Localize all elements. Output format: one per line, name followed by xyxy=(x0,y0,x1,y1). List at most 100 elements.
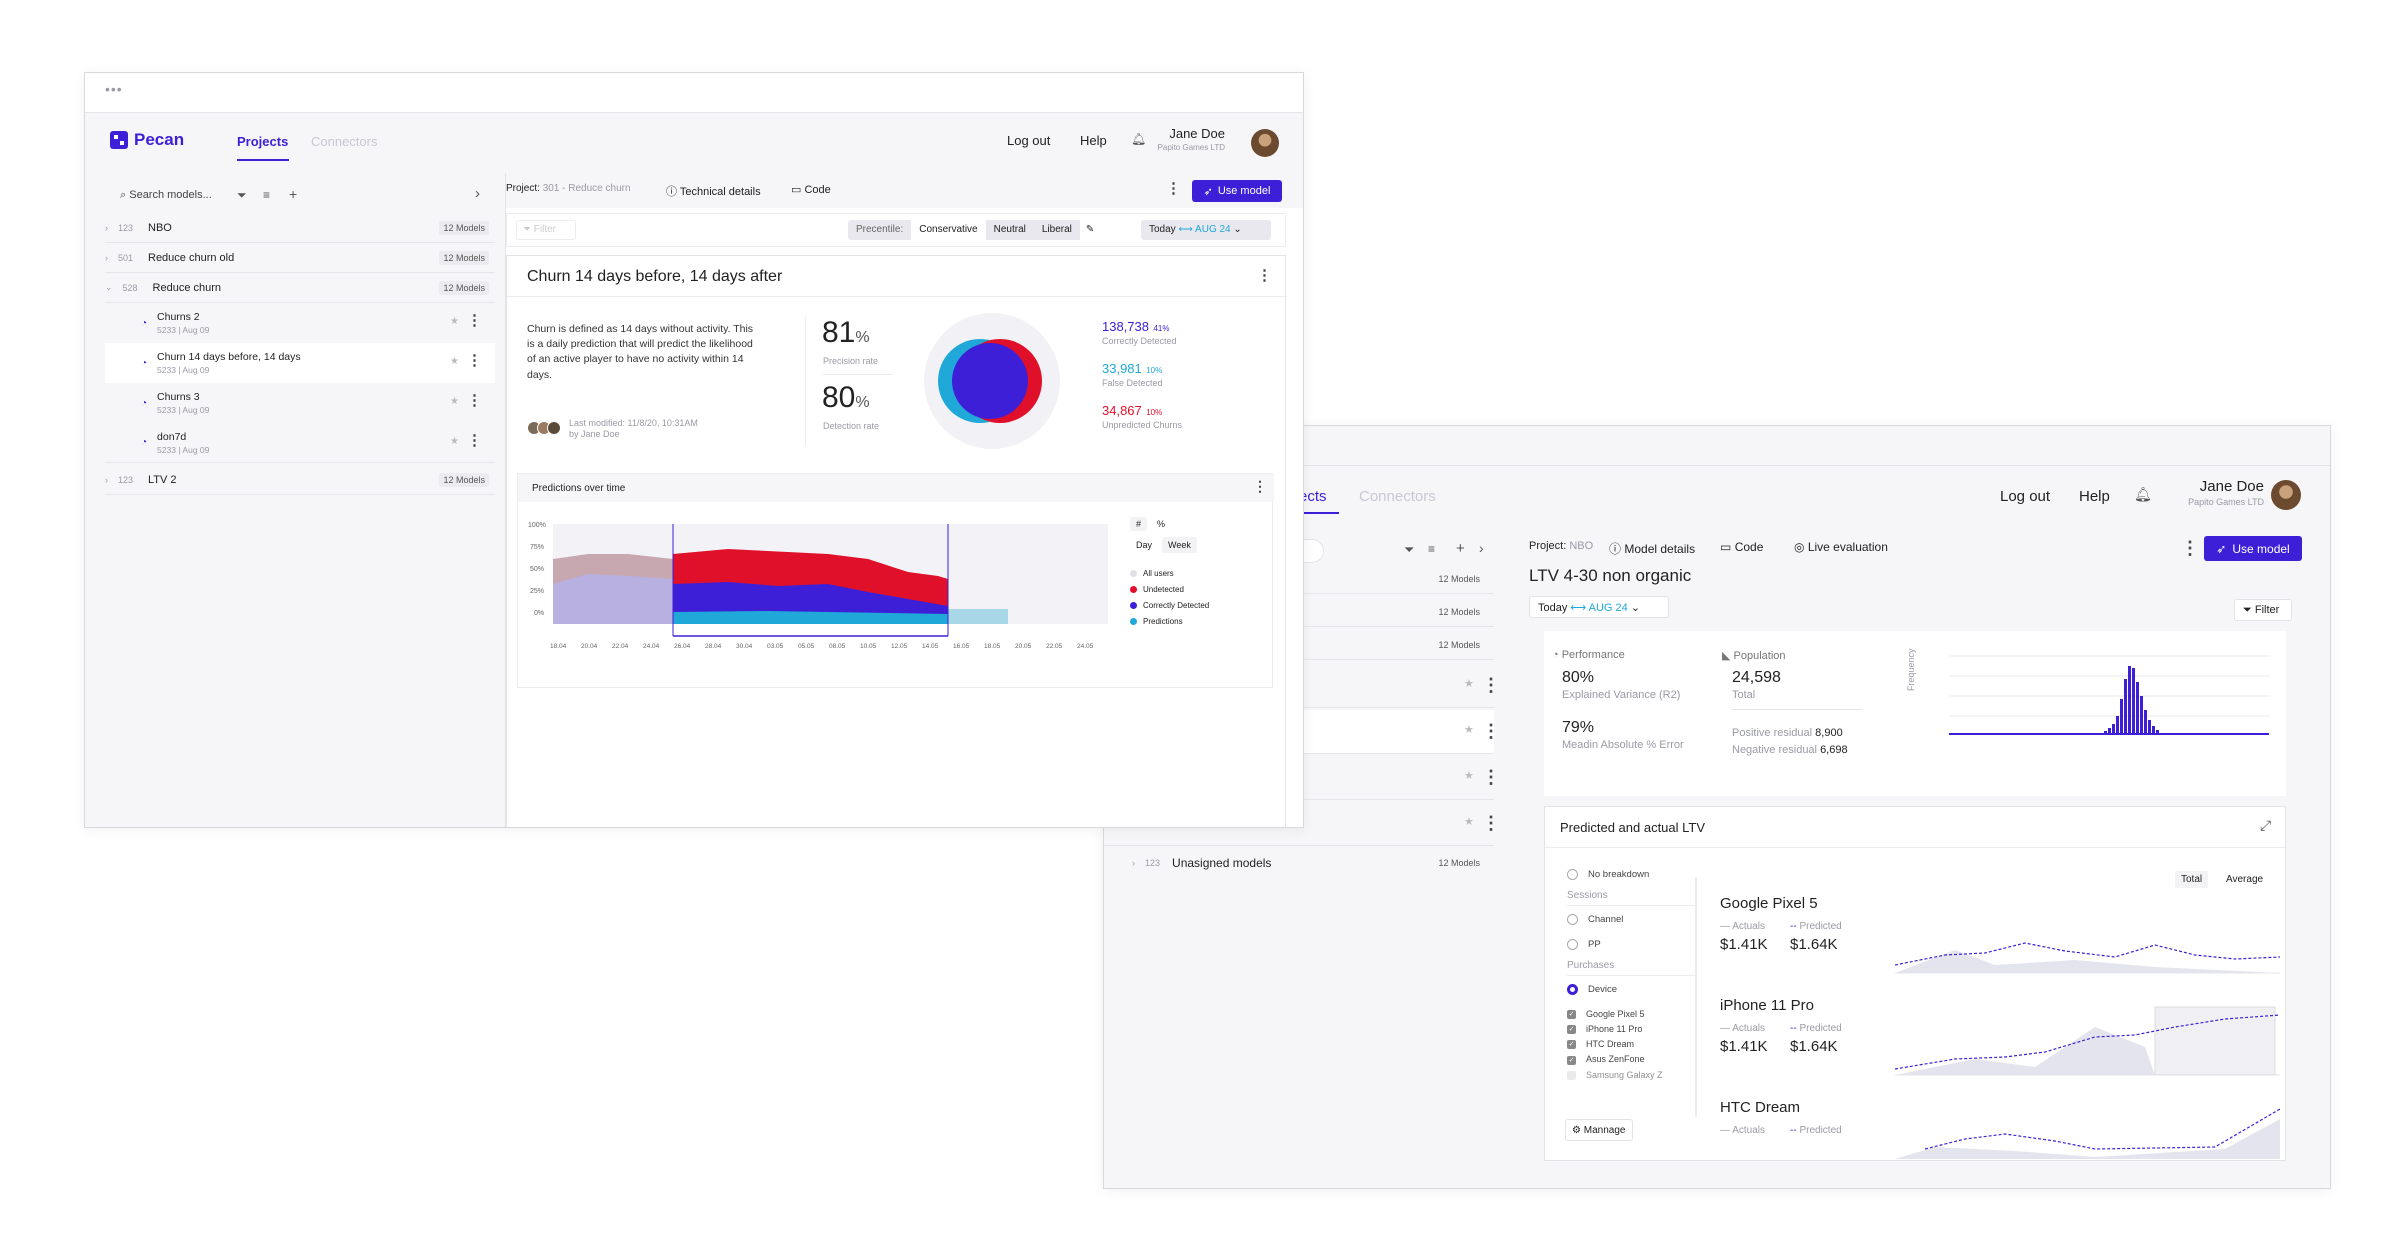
device-item[interactable]: ✓ iPhone 11 Pro xyxy=(1567,1024,1697,1035)
technical-details-tab[interactable]: ⓘ Technical details xyxy=(666,183,761,199)
sidebar-project-item[interactable]: › 123 LTV 2 12 Models xyxy=(105,465,495,495)
more-icon[interactable]: ⋮ xyxy=(467,392,482,409)
chevron-right-icon[interactable]: › xyxy=(1479,540,1484,556)
percentile-neutral[interactable]: Neutral xyxy=(993,224,1026,235)
device-item[interactable]: Samsung Galaxy Z xyxy=(1567,1070,1697,1080)
option-pp[interactable]: PP xyxy=(1567,939,1697,950)
sidebar-model-item-selected[interactable]: ◔ Churn 14 days before, 14 days 5233 | Au… xyxy=(105,343,495,383)
sidebar-project-item[interactable]: ⌄ 528 Reduce churn 12 Models xyxy=(105,273,495,303)
more-icon[interactable]: ⋮ xyxy=(1482,675,1500,695)
avatar[interactable] xyxy=(2271,480,2301,510)
use-model-button[interactable]: ➶ Use model xyxy=(1192,180,1282,202)
sidebar-model-item[interactable]: ◔ Churns 3 5233 | Aug 09 ★ ⋮ xyxy=(105,383,495,423)
date-selector[interactable]: Today ⟷ AUG 24 ⌄ xyxy=(1141,220,1271,240)
expand-icon[interactable]: ⤢ xyxy=(2260,817,2272,833)
star-icon[interactable]: ★ xyxy=(450,436,459,447)
device-item[interactable]: ✓ Google Pixel 5 xyxy=(1567,1009,1697,1020)
nav-connectors[interactable]: Connectors xyxy=(311,134,378,149)
stat-pct: 10% xyxy=(1146,366,1163,375)
filter-button[interactable]: ⏷ Filter xyxy=(2234,599,2292,621)
legend-swatch xyxy=(1130,602,1137,610)
nav-projects[interactable]: Projects xyxy=(237,134,289,149)
brand-name: Pecan xyxy=(134,130,185,149)
use-model-button[interactable]: ➶ Use model xyxy=(2204,536,2302,561)
percentile-label: Precentile: xyxy=(856,224,904,235)
collapse-sidebar-icon[interactable]: › xyxy=(475,185,480,202)
project-name[interactable]: 301 - Reduce churn xyxy=(542,183,631,194)
window-controls-icon[interactable]: ••• xyxy=(105,81,123,97)
sort-icon[interactable]: ≡ xyxy=(263,188,271,202)
model-count: 12 Models xyxy=(1438,858,1480,868)
more-icon[interactable]: ⋮ xyxy=(1166,180,1181,197)
sidebar-item-unassigned[interactable]: › 123 Unasigned models 12 Models xyxy=(1104,848,1494,878)
add-icon[interactable]: + xyxy=(1456,540,1465,557)
star-icon[interactable]: ★ xyxy=(1464,816,1474,828)
brand-logo[interactable]: Pecan xyxy=(110,130,184,150)
option-no-breakdown[interactable]: No breakdown xyxy=(1567,869,1697,880)
sidebar-item[interactable]: ★ ⋮ xyxy=(1104,802,1500,846)
sidebar-project-item[interactable]: › 501 Reduce churn old 12 Models xyxy=(105,243,495,273)
add-icon[interactable]: + xyxy=(289,186,298,202)
filter-input[interactable]: ⏷ Filter xyxy=(516,220,576,240)
code-tab[interactable]: ▭ Code xyxy=(1720,540,1763,554)
more-icon[interactable]: ⋮ xyxy=(467,432,482,449)
chevron-down-icon: ⌄ xyxy=(1630,602,1641,614)
sidebar-model-item[interactable]: ◔ Churns 2 5233 | Aug 09 ★ ⋮ xyxy=(105,303,495,343)
radio-icon xyxy=(1567,939,1578,951)
day-toggle[interactable]: Day xyxy=(1136,540,1153,550)
device-item[interactable]: ✓ Asus ZenFone xyxy=(1567,1054,1697,1065)
sidebar-model-item[interactable]: ◔ don7d 5233 | Aug 09 ★ ⋮ xyxy=(105,423,495,463)
star-icon[interactable]: ★ xyxy=(1464,770,1474,782)
star-icon[interactable]: ★ xyxy=(1464,678,1474,690)
star-icon[interactable]: ★ xyxy=(450,356,459,367)
bell-icon[interactable]: 🔔︎ xyxy=(2134,486,2152,502)
date-selector[interactable]: Today ⟷ AUG 24 ⌄ xyxy=(1529,596,1669,618)
logout-link[interactable]: Log out xyxy=(2000,488,2051,505)
star-icon[interactable]: ★ xyxy=(1464,724,1474,736)
manage-button[interactable]: ⚙ Mannage xyxy=(1565,1119,1633,1141)
explained-value: 80% xyxy=(1562,669,1595,686)
percentile-conservative[interactable]: Conservative xyxy=(911,220,986,240)
sidebar-project-item[interactable]: › 123 NBO 12 Models xyxy=(105,213,495,243)
bell-icon[interactable]: 🔔︎ xyxy=(1131,132,1147,146)
more-icon[interactable]: ⋮ xyxy=(1482,813,1500,833)
help-link[interactable]: Help xyxy=(1080,133,1107,148)
more-icon[interactable]: ⋮ xyxy=(1257,267,1272,284)
chevron-icon: › xyxy=(105,222,108,233)
project-name[interactable]: NBO xyxy=(1569,540,1594,552)
live-evaluation-tab[interactable]: ◎ Live evaluation xyxy=(1794,540,1888,554)
model-details-tab[interactable]: ⓘ Model details xyxy=(1609,540,1695,557)
percent-toggle[interactable]: % xyxy=(1157,519,1166,529)
option-channel[interactable]: Channel xyxy=(1567,914,1697,925)
count-toggle[interactable]: # xyxy=(1130,517,1148,531)
option-device[interactable]: Device xyxy=(1567,984,1697,995)
filter-icon[interactable]: ⏷ xyxy=(237,188,247,202)
more-icon[interactable]: ⋮ xyxy=(467,352,482,369)
average-toggle[interactable]: Average xyxy=(2226,874,2264,885)
star-icon[interactable]: ★ xyxy=(450,316,459,327)
more-icon[interactable]: ⋮ xyxy=(467,312,482,329)
more-icon[interactable]: ⋮ xyxy=(1482,767,1500,787)
precision-rate: 81% xyxy=(822,316,870,350)
edit-icon[interactable]: ✎ xyxy=(1079,220,1101,240)
total-toggle[interactable]: Total xyxy=(2175,871,2209,888)
nav-connectors[interactable]: Connectors xyxy=(1359,488,1436,505)
week-toggle[interactable]: Week xyxy=(1162,537,1197,553)
filter-icon[interactable]: ⏷ xyxy=(1404,542,1415,557)
nav-projects[interactable]: ects xyxy=(1299,488,1327,505)
device-item[interactable]: ✓ HTC Dream xyxy=(1567,1039,1697,1050)
more-icon[interactable]: ⋮ xyxy=(1482,721,1500,741)
avatar[interactable] xyxy=(1251,129,1279,157)
breakdown-scrollbar[interactable] xyxy=(1695,877,1697,1117)
search-input[interactable]: ⌕ Search models... xyxy=(120,189,212,202)
star-icon[interactable]: ★ xyxy=(450,396,459,407)
logout-link[interactable]: Log out xyxy=(1007,133,1051,148)
more-icon[interactable]: ⋮ xyxy=(2181,538,2199,558)
more-icon[interactable]: ⋮ xyxy=(1253,478,1267,494)
sort-icon[interactable]: ≡ xyxy=(1428,542,1436,556)
chevron-icon: › xyxy=(105,252,108,263)
today-label: Today xyxy=(1149,224,1176,235)
help-link[interactable]: Help xyxy=(2079,488,2110,505)
code-tab[interactable]: ▭ Code xyxy=(791,183,831,196)
percentile-liberal[interactable]: Liberal xyxy=(1041,224,1072,235)
